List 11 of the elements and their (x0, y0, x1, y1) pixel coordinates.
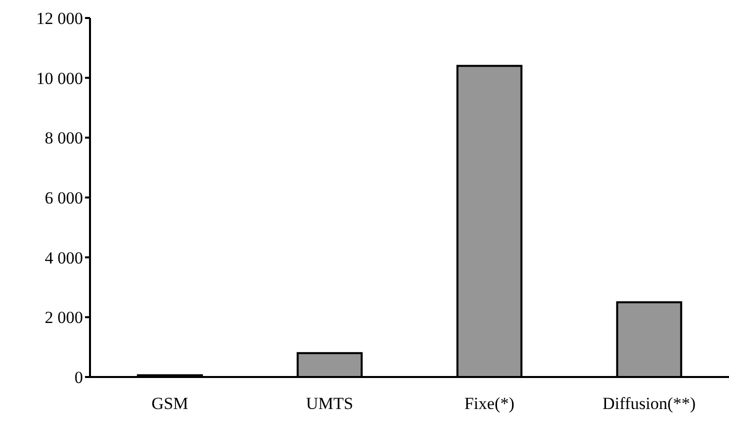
x-tick-label: Diffusion(**) (602, 394, 696, 414)
y-tick-label: 2 000 (44, 308, 83, 328)
y-tick-label: 12 000 (36, 9, 83, 28)
y-tick-label: 0 (74, 368, 83, 388)
x-tick-label: UMTS (306, 394, 354, 414)
x-tick-label: Fixe(*) (464, 394, 514, 414)
x-tick-label: GSM (151, 394, 188, 414)
y-tick-label: 4 000 (44, 248, 83, 268)
y-tick-label: 6 000 (44, 188, 83, 208)
y-tick-label: 8 000 (44, 128, 83, 148)
y-tick-label: 10 000 (36, 68, 83, 88)
